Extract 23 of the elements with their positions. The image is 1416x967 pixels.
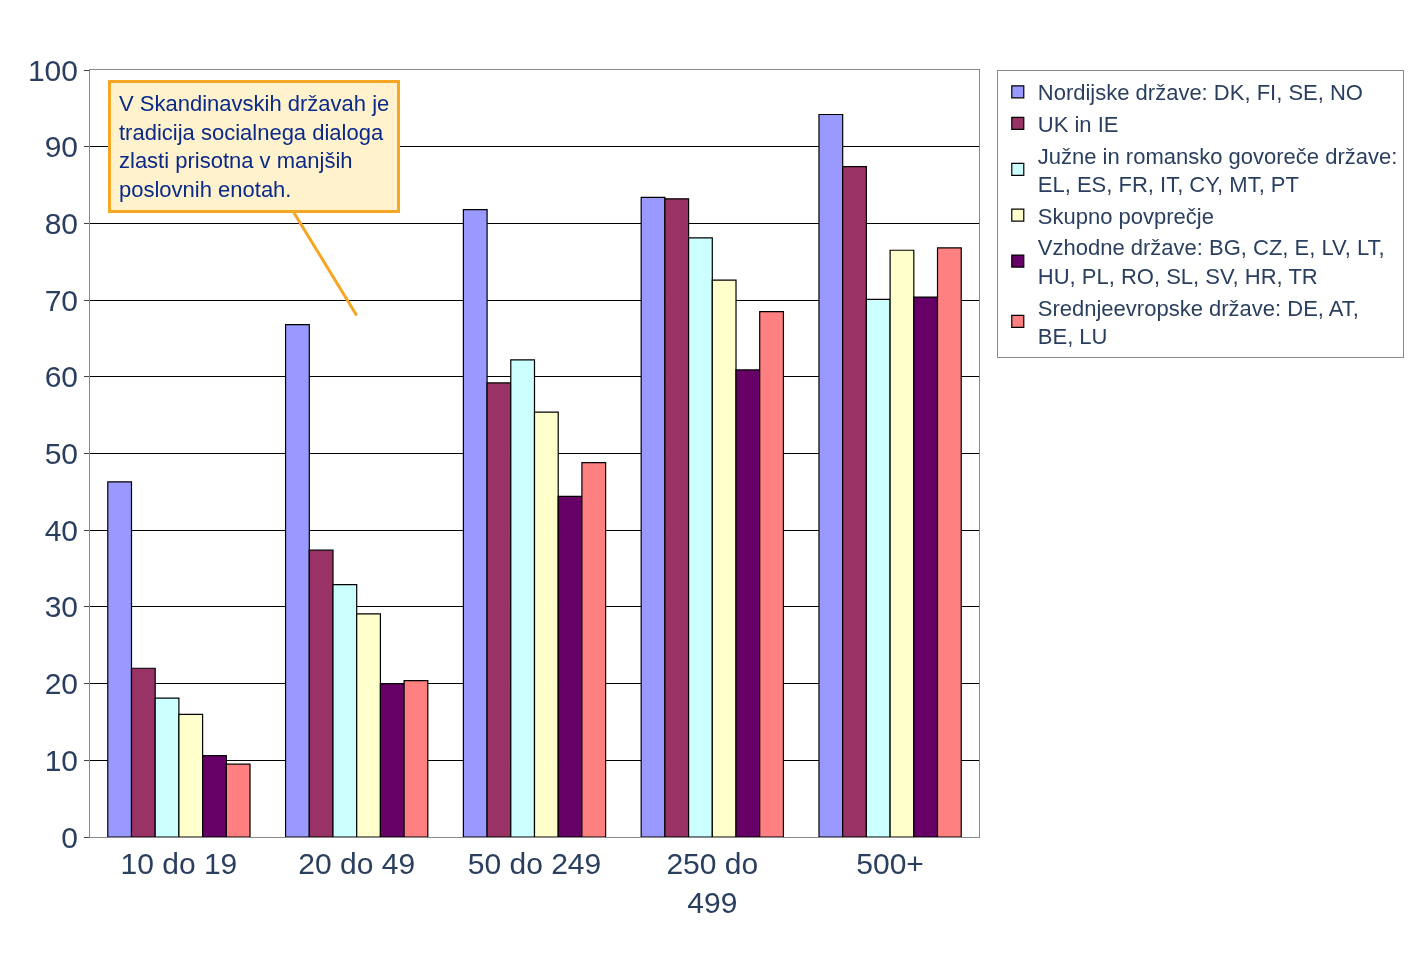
y-tick-label: 20 [44, 667, 78, 701]
y-tick-label: 60 [44, 360, 78, 394]
y-tick-label: 70 [44, 283, 78, 317]
y-tick-label: 80 [44, 206, 78, 240]
x-tick-label: 20 do 49 [298, 847, 416, 880]
y-tick-label: 0 [61, 820, 78, 854]
y-tick-label: 50 [44, 437, 78, 470]
x-tick-label: 250 do 499 [666, 847, 759, 919]
legend-label: Južne in romansko govoreče države: EL, ES, FR, IT, CY, MT, PT [1037, 143, 1398, 198]
y-tick-label: 10 [44, 743, 78, 777]
y-tick-label: 30 [44, 590, 78, 624]
legend-label: Skupno povprečje [1037, 203, 1214, 229]
x-tick-label: 50 do 249 [467, 847, 602, 880]
legend-label: Srednjeevropske države: DE, AT, BE, LU [1037, 295, 1359, 350]
legend-label: Nordijske države: DK, FI, SE, NO [1037, 80, 1363, 106]
x-tick-label: 500+ [856, 847, 924, 880]
y-tick-label: 90 [44, 130, 78, 164]
y-tick-label: 100 [27, 53, 78, 87]
x-tick-label: 10 do 19 [120, 847, 238, 880]
y-tick-label: 40 [44, 513, 78, 547]
legend-label: Vzhodne države: BG, CZ, E, LV, LT, HU, PL, RO, SL, SV, HR, TR [1037, 235, 1385, 289]
legend-label: UK in IE [1037, 111, 1119, 137]
annotation: V Skandinavskih državah je tradicija socialnega dialoga zlasti prisotna v manjših poslovnih enotah. [119, 91, 390, 202]
